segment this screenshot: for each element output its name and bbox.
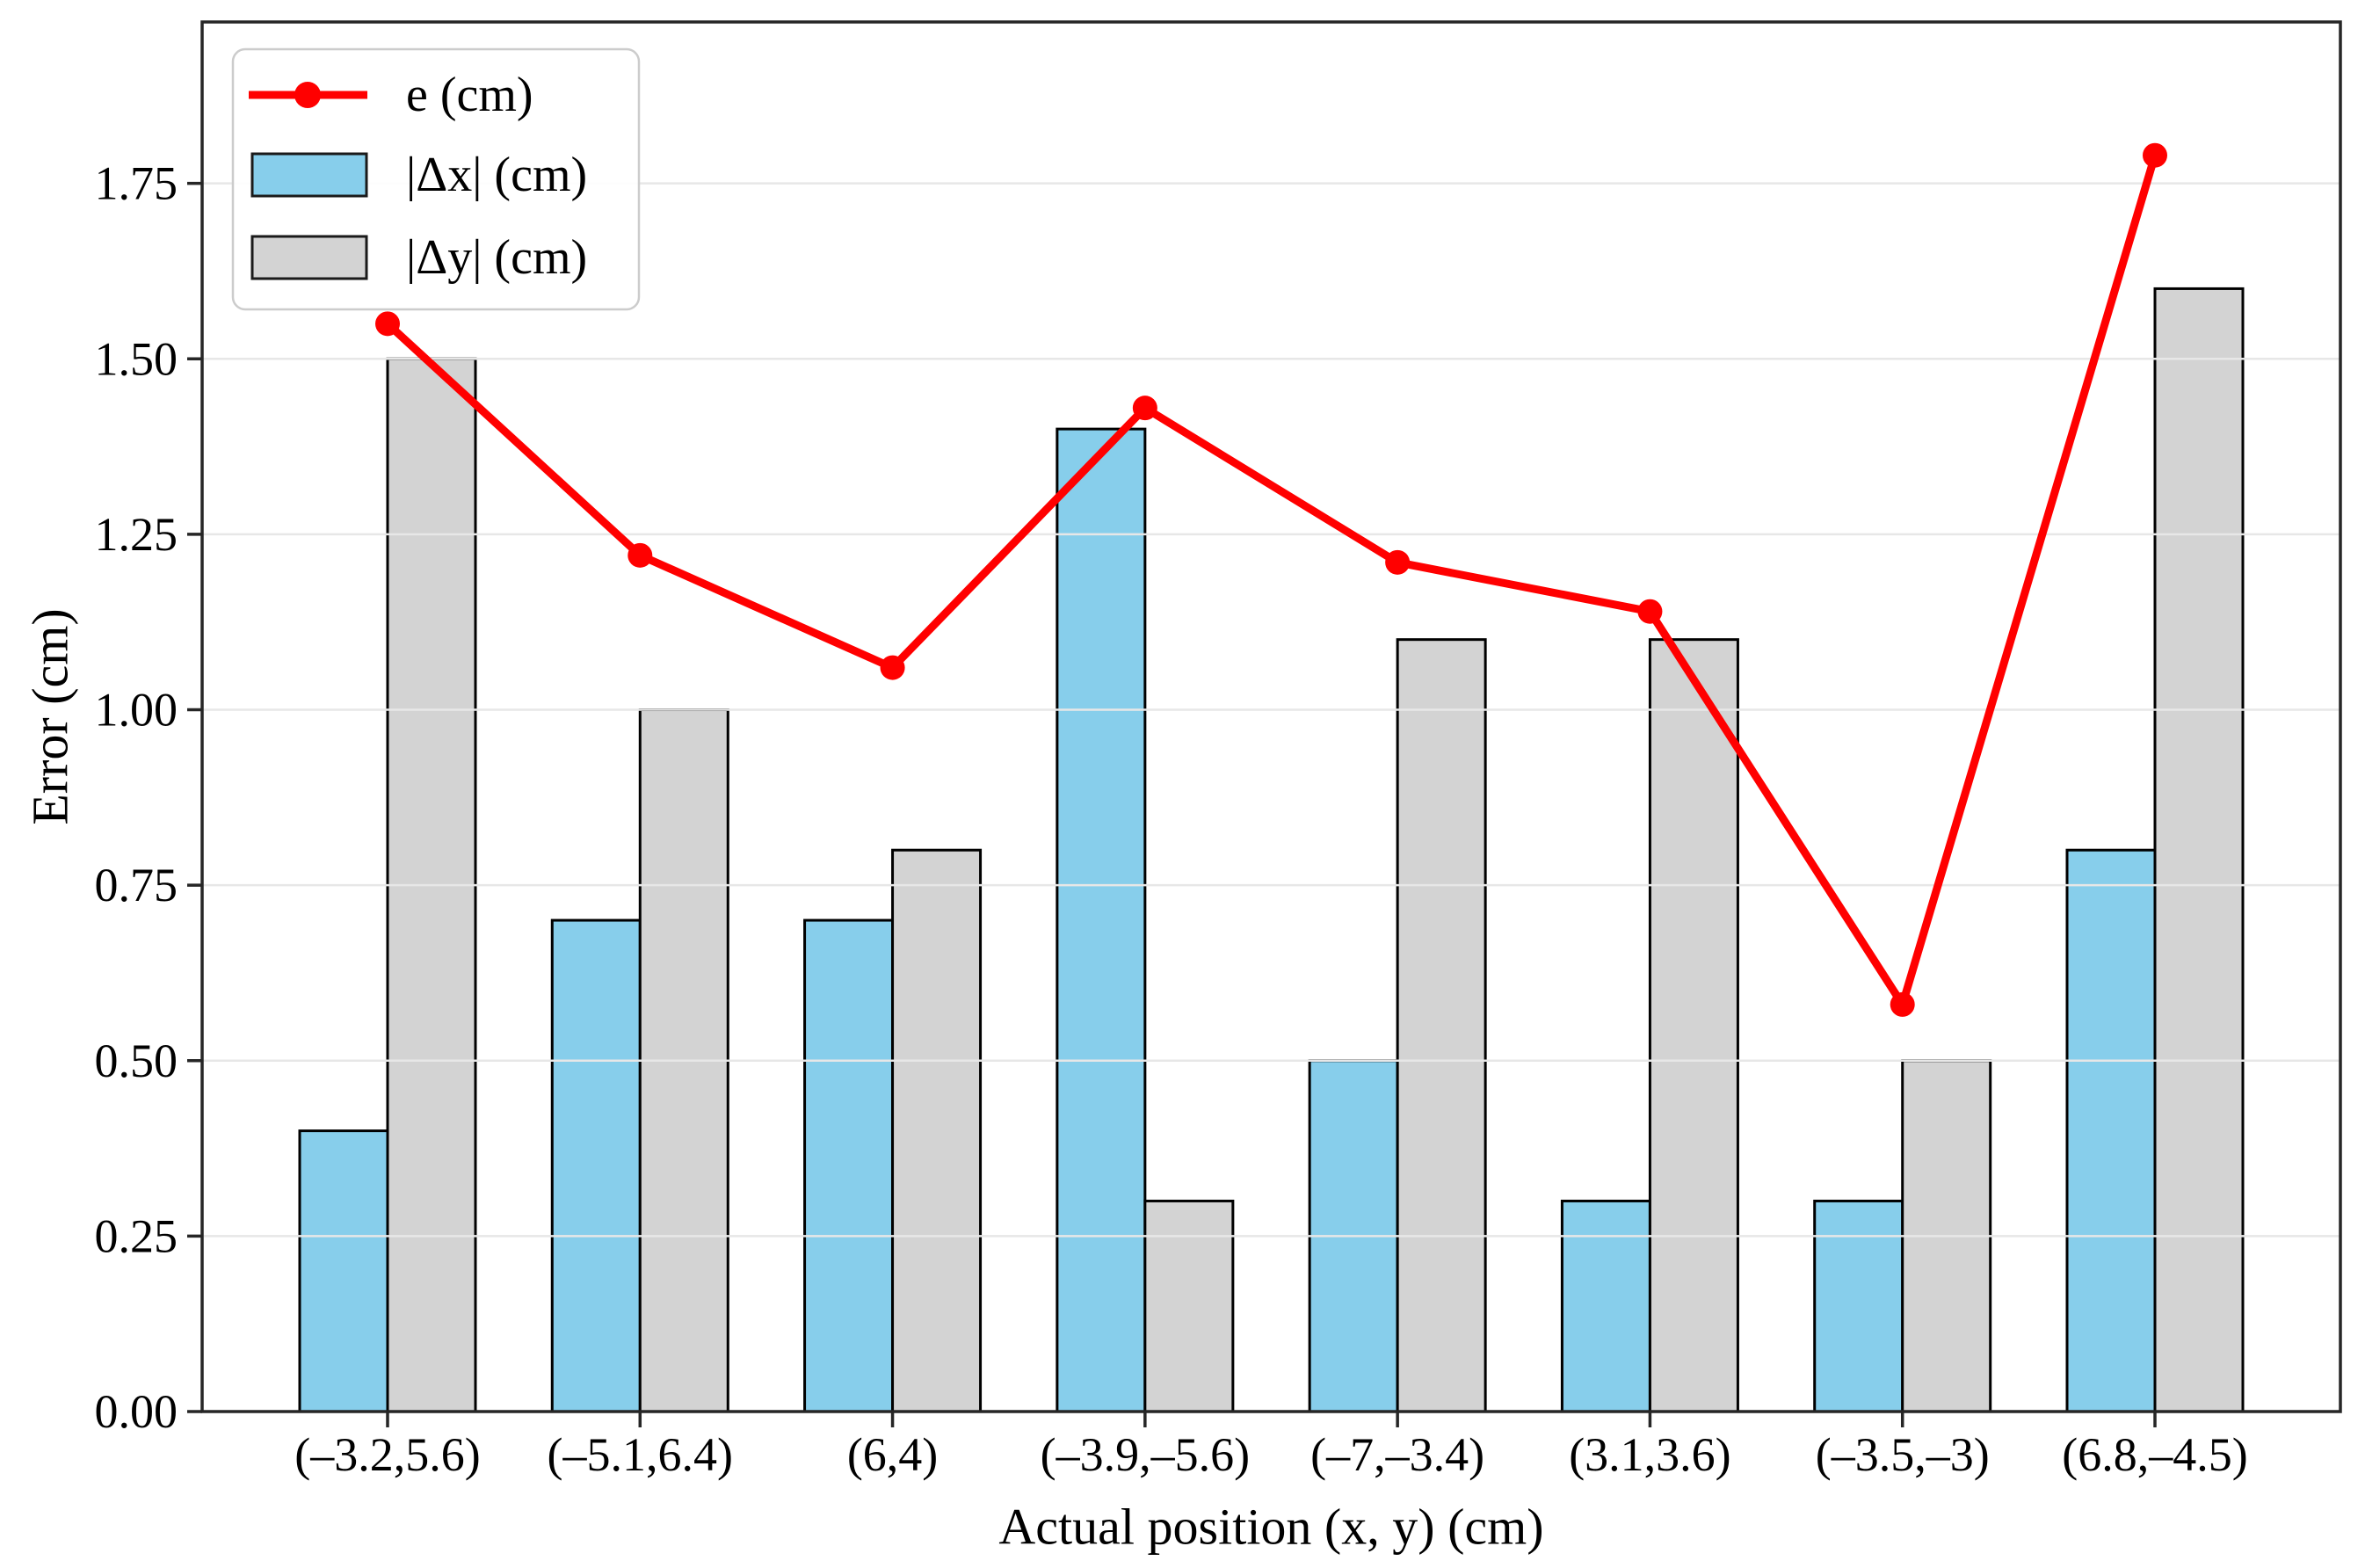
bar-dx-6 — [1813, 1199, 1904, 1413]
y-axis-title: Error (cm) — [22, 608, 79, 824]
bar-dx-5 — [1560, 1199, 1651, 1413]
x-tick-label-5: (3.1,3.6) — [1569, 1428, 1730, 1481]
bar-dy-2 — [891, 848, 983, 1413]
x-tick-label-7: (6.8,–4.5) — [2062, 1428, 2247, 1481]
bar-dx-3 — [1056, 427, 1147, 1413]
y-tick-label-3: 0.75 — [95, 859, 178, 911]
legend-label-dx: |Δx| (cm) — [406, 148, 587, 202]
bar-dy-7 — [2153, 287, 2245, 1413]
y-tick-label-0: 0.00 — [95, 1385, 178, 1438]
legend-swatch-dx — [250, 152, 368, 198]
x-tick-label-2: (6,4) — [847, 1428, 938, 1481]
x-tick-label-6: (–3.5,–3) — [1816, 1428, 1990, 1481]
x-tick-label-1: (–5.1,6.4) — [548, 1428, 733, 1481]
error-marker-3 — [1132, 396, 1157, 421]
bar-dx-7 — [2065, 848, 2157, 1413]
bar-dy-5 — [1648, 638, 1739, 1413]
bar-dx-0 — [298, 1129, 389, 1413]
y-tick-label-5: 1.25 — [95, 508, 178, 561]
legend-label-dy: |Δy| (cm) — [406, 230, 587, 285]
bar-dx-1 — [550, 918, 642, 1413]
error-line — [383, 151, 2159, 1014]
x-axis-title: Actual position (x, y) (cm) — [998, 1499, 1543, 1556]
y-tick-label-2: 0.50 — [95, 1034, 178, 1087]
y-tick-label-1: 0.25 — [95, 1209, 178, 1262]
error-marker-5 — [1637, 599, 1663, 624]
y-tick-label-6: 1.50 — [95, 332, 178, 385]
error-marker-2 — [880, 655, 905, 680]
error-marker-1 — [628, 542, 653, 568]
x-tick-label-4: (–7,–3.4) — [1310, 1428, 1484, 1481]
bar-dy-3 — [1143, 1199, 1235, 1413]
bar-dx-2 — [803, 918, 895, 1413]
legend-label-e: e (cm) — [406, 68, 533, 122]
error-marker-4 — [1385, 549, 1411, 575]
bar-dy-4 — [1396, 638, 1487, 1413]
y-tick-label-7: 1.75 — [95, 157, 178, 210]
x-tick-label-0: (–3.2,5.6) — [294, 1428, 480, 1481]
error-marker-0 — [375, 311, 400, 337]
error-marker-7 — [2143, 142, 2167, 168]
legend-swatch-dy — [250, 235, 368, 280]
plot-border — [200, 20, 2342, 1413]
y-tick-label-4: 1.00 — [95, 684, 178, 737]
legend-line-marker — [294, 82, 321, 108]
x-tick-label-3: (–3.9,–5.6) — [1041, 1428, 1250, 1481]
error-marker-6 — [1890, 991, 1915, 1017]
